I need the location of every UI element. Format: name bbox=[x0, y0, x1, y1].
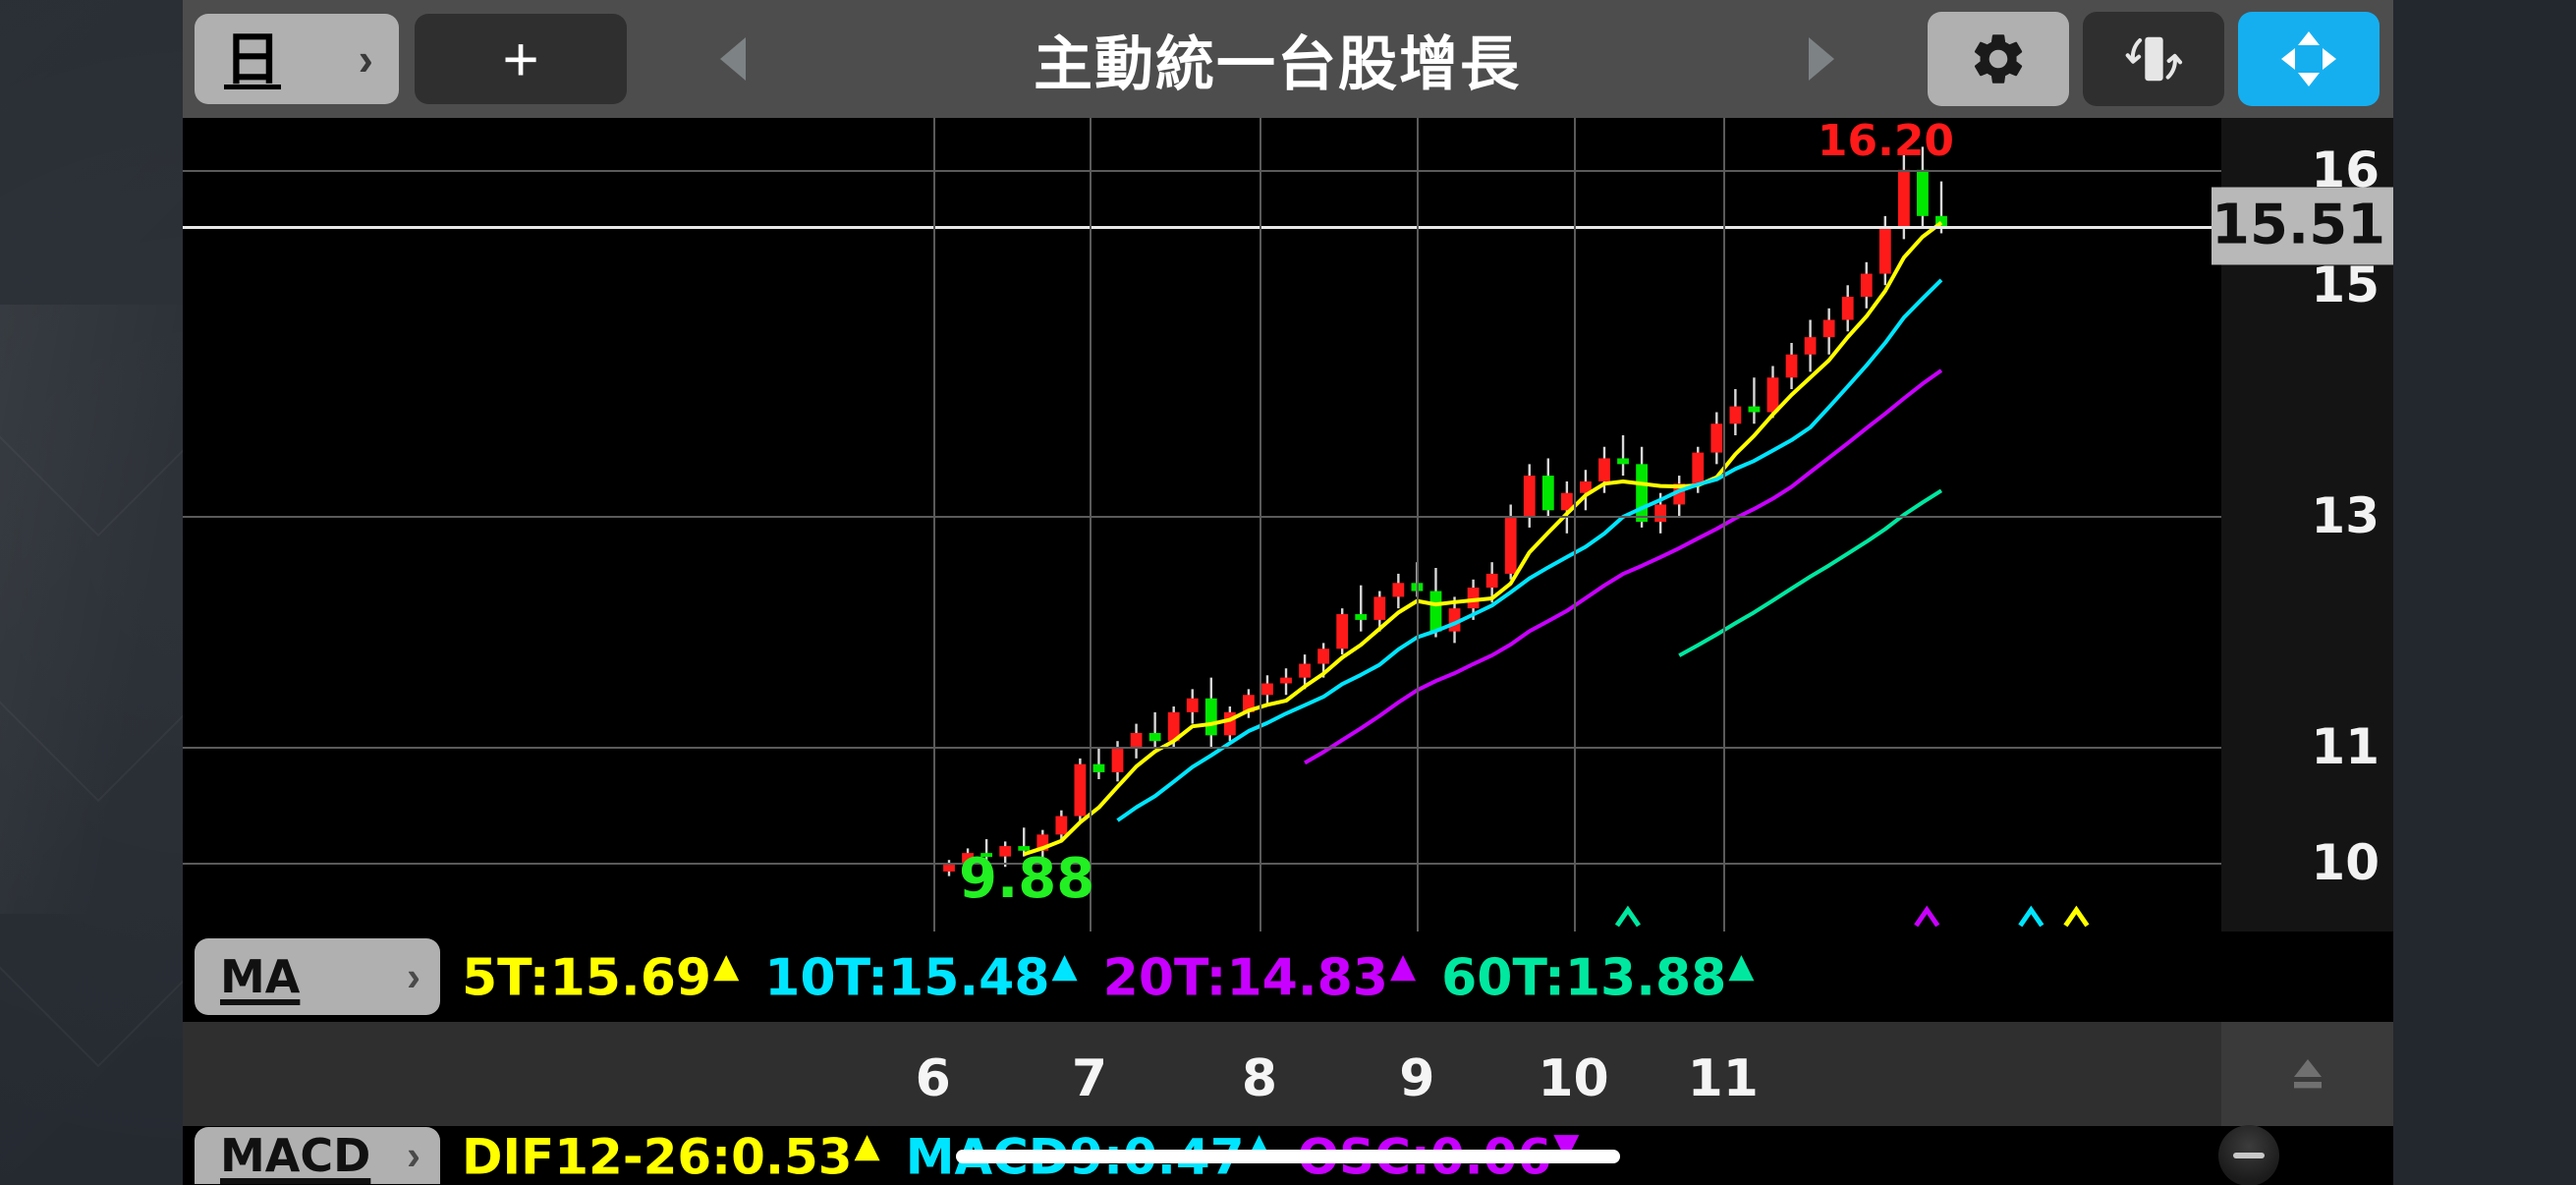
vertical-gridline bbox=[1089, 118, 1092, 931]
macd-settings-chip[interactable]: MACD › bbox=[195, 1127, 440, 1184]
time-axis[interactable]: 6 7 8 9 10 11 bbox=[183, 1022, 2221, 1126]
ma-cross-marker bbox=[2018, 905, 2044, 928]
arrow-up-icon: ▲ bbox=[1051, 945, 1078, 986]
ma-indicator-bar: MA › 5T:15.69▲ 10T:15.48▲ 20T:14.83▲ 60T:13… bbox=[183, 931, 2221, 1022]
indicator-value: 10T:15.48▲ bbox=[764, 945, 1078, 1008]
arrow-up-icon: ▲ bbox=[713, 945, 740, 986]
home-indicator[interactable] bbox=[956, 1150, 1620, 1163]
price-tick: 11 bbox=[2311, 718, 2380, 776]
indicator-value: DIF12-26:0.53▲ bbox=[462, 1125, 880, 1185]
collapse-panel-button[interactable] bbox=[2221, 1022, 2393, 1126]
horizontal-gridline bbox=[183, 747, 2221, 750]
previous-stock-button[interactable] bbox=[720, 37, 746, 81]
ma-line bbox=[1023, 221, 1943, 857]
stock-chart-app: 日 › + 主動統一台股增長 bbox=[183, 0, 2393, 1185]
remove-macd-button[interactable] bbox=[2218, 1125, 2279, 1185]
ma-line bbox=[1304, 368, 1943, 765]
indicator-value: 20T:14.83▲ bbox=[1102, 945, 1417, 1008]
horizontal-gridline bbox=[183, 862, 2221, 865]
high-price-annotation: 16.20 bbox=[1817, 118, 1955, 166]
macd-chip-label: MACD bbox=[220, 1129, 371, 1182]
horizontal-gridline bbox=[183, 516, 2221, 519]
arrow-up-icon: ▲ bbox=[1389, 945, 1417, 986]
gear-icon bbox=[1974, 34, 2023, 84]
ma-cross-marker bbox=[2063, 905, 2090, 928]
vertical-gridline bbox=[1722, 118, 1725, 931]
ma-cross-marker bbox=[1914, 905, 1940, 928]
low-price-annotation: 9.88 bbox=[959, 846, 1095, 911]
eject-icon bbox=[2293, 1059, 2322, 1089]
ma-line bbox=[1116, 278, 1943, 822]
price-tick: 10 bbox=[2311, 833, 2380, 891]
ma-line bbox=[1678, 488, 1943, 657]
vertical-gridline bbox=[1417, 118, 1420, 931]
price-tick: 13 bbox=[2311, 487, 2380, 545]
time-tick: 10 bbox=[1538, 1049, 1609, 1108]
ma-settings-chip[interactable]: MA › bbox=[195, 938, 440, 1015]
wallpaper-glow bbox=[0, 305, 187, 914]
ma-values: 5T:15.69▲ 10T:15.48▲ 20T:14.83▲ 60T:13.88▲ bbox=[462, 946, 1755, 1007]
next-stock-button[interactable] bbox=[1809, 37, 1834, 81]
vertical-gridline bbox=[1573, 118, 1576, 931]
chevron-right-icon: › bbox=[407, 953, 420, 999]
time-tick: 6 bbox=[915, 1049, 951, 1108]
horizontal-gridline bbox=[183, 169, 2221, 172]
expand-fullscreen-icon bbox=[2281, 31, 2336, 86]
ma-chip-label: MA bbox=[220, 950, 301, 1003]
chart-frame: 16.20 9.88 16 15 13 11 10 15.51 MA › 5T:15.6… bbox=[183, 118, 2393, 1185]
settings-button[interactable] bbox=[1928, 12, 2069, 106]
ma-cross-marker bbox=[1614, 905, 1642, 928]
vertical-gridline bbox=[932, 118, 935, 931]
period-selector-button[interactable]: 日 › bbox=[195, 14, 399, 104]
rotate-screen-button[interactable] bbox=[2083, 12, 2224, 106]
current-price-line bbox=[183, 226, 2221, 230]
chevron-right-icon: › bbox=[407, 1132, 420, 1178]
arrow-up-icon: ▲ bbox=[854, 1125, 880, 1165]
bottom-indicator-panels: MACD › DIF12-26:0.53▲MACD9:0.47▲OSC:0.06… bbox=[183, 1125, 2393, 1185]
time-tick: 8 bbox=[1241, 1049, 1278, 1108]
arrow-up-icon: ▲ bbox=[1728, 945, 1755, 986]
fullscreen-button[interactable] bbox=[2238, 12, 2380, 106]
time-tick: 7 bbox=[1071, 1049, 1107, 1108]
time-tick: 9 bbox=[1399, 1049, 1435, 1108]
minus-circle-icon bbox=[2233, 1153, 2265, 1158]
candlestick-canvas bbox=[943, 146, 2090, 928]
current-price-badge: 15.51 bbox=[2212, 187, 2393, 265]
add-indicator-button[interactable]: + bbox=[415, 14, 627, 104]
period-label: 日 bbox=[224, 26, 282, 92]
rotate-screen-icon bbox=[2125, 36, 2183, 82]
app-toolbar: 日 › + 主動統一台股增長 bbox=[183, 0, 2393, 118]
page-title: 主動統一台股增長 bbox=[1034, 29, 1521, 99]
time-tick: 11 bbox=[1687, 1049, 1759, 1108]
plus-icon: + bbox=[502, 24, 539, 94]
price-tick: 15 bbox=[2311, 256, 2380, 314]
price-chart-plot[interactable]: 16.20 9.88 bbox=[183, 118, 2221, 931]
vertical-gridline bbox=[1259, 118, 1261, 931]
chevron-right-icon: › bbox=[358, 33, 373, 85]
toolbar-actions bbox=[1928, 12, 2380, 106]
indicator-value: 60T:13.88▲ bbox=[1441, 945, 1755, 1008]
indicator-value: 5T:15.69▲ bbox=[462, 945, 740, 1008]
